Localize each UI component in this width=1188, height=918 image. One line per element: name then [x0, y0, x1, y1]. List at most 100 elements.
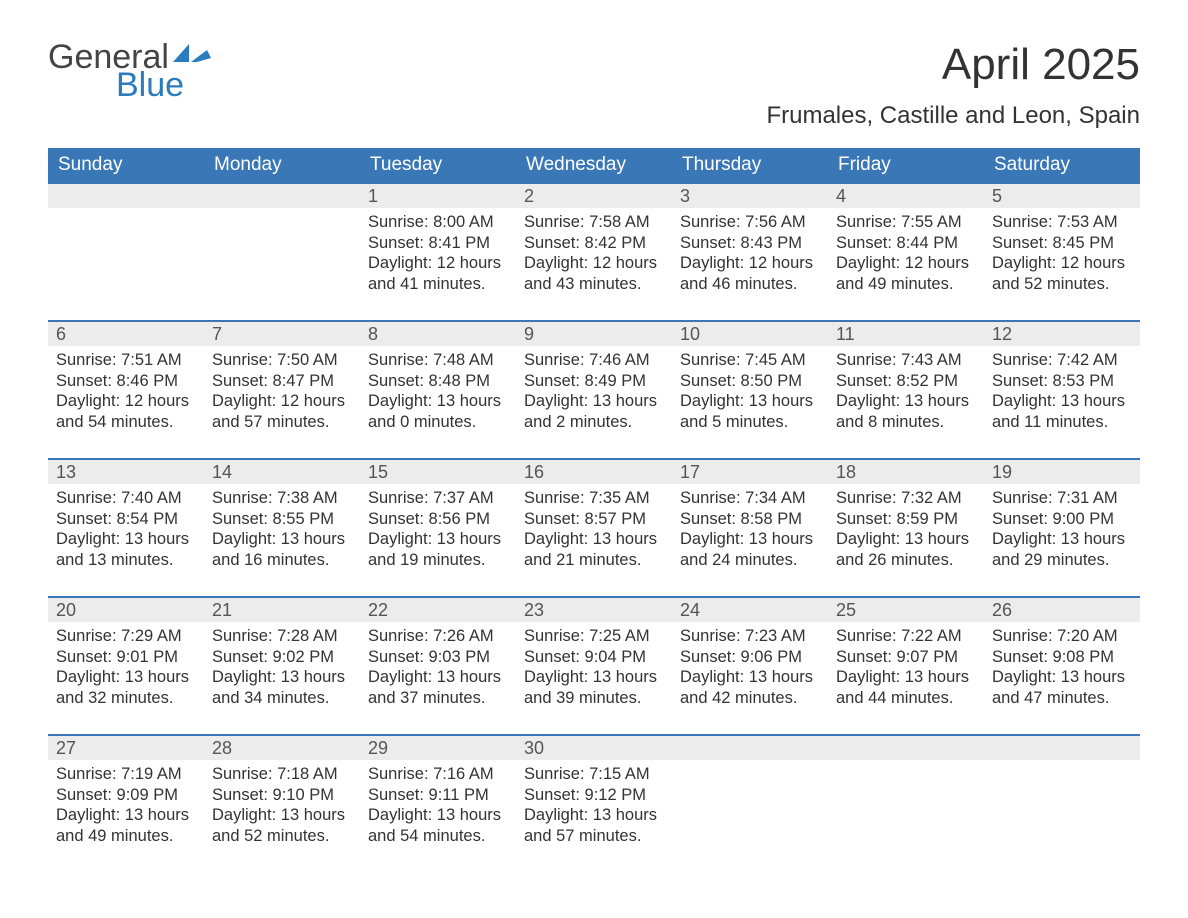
sunrise-line: Sunrise: 7:42 AM [992, 350, 1132, 371]
day-number-bar: 9 [516, 322, 672, 346]
sunrise-line: Sunrise: 7:26 AM [368, 626, 508, 647]
day-number-bar: 21 [204, 598, 360, 622]
sunset-line: Sunset: 9:12 PM [524, 785, 664, 806]
sunset-line: Sunset: 9:09 PM [56, 785, 196, 806]
sunrise-line: Sunrise: 7:55 AM [836, 212, 976, 233]
daylight-line: Daylight: 13 hours and 54 minutes. [368, 805, 508, 846]
calendar-page: General Blue April 2025 Frumales, Castil… [0, 0, 1188, 893]
sunrise-line: Sunrise: 7:23 AM [680, 626, 820, 647]
weekday-header: Friday [828, 148, 984, 183]
calendar-table: Sunday Monday Tuesday Wednesday Thursday… [48, 148, 1140, 873]
daylight-line: Daylight: 13 hours and 2 minutes. [524, 391, 664, 432]
sunset-line: Sunset: 9:07 PM [836, 647, 976, 668]
day-number-bar: 18 [828, 460, 984, 484]
calendar-row: 13Sunrise: 7:40 AMSunset: 8:54 PMDayligh… [48, 459, 1140, 597]
sunset-line: Sunset: 9:08 PM [992, 647, 1132, 668]
day-details: Sunrise: 7:31 AMSunset: 9:00 PMDaylight:… [984, 484, 1140, 577]
day-details: Sunrise: 7:38 AMSunset: 8:55 PMDaylight:… [204, 484, 360, 577]
day-details: Sunrise: 7:25 AMSunset: 9:04 PMDaylight:… [516, 622, 672, 715]
sunrise-line: Sunrise: 7:50 AM [212, 350, 352, 371]
sunrise-line: Sunrise: 7:45 AM [680, 350, 820, 371]
sunrise-line: Sunrise: 7:40 AM [56, 488, 196, 509]
calendar-row: 20Sunrise: 7:29 AMSunset: 9:01 PMDayligh… [48, 597, 1140, 735]
sunset-line: Sunset: 8:54 PM [56, 509, 196, 530]
day-details: Sunrise: 7:28 AMSunset: 9:02 PMDaylight:… [204, 622, 360, 715]
sunset-line: Sunset: 8:53 PM [992, 371, 1132, 392]
day-number-bar: 8 [360, 322, 516, 346]
day-details: Sunrise: 7:29 AMSunset: 9:01 PMDaylight:… [48, 622, 204, 715]
day-details: Sunrise: 7:23 AMSunset: 9:06 PMDaylight:… [672, 622, 828, 715]
sunset-line: Sunset: 9:11 PM [368, 785, 508, 806]
day-number-bar: 28 [204, 736, 360, 760]
daylight-line: Daylight: 12 hours and 49 minutes. [836, 253, 976, 294]
weekday-header: Wednesday [516, 148, 672, 183]
location-text: Frumales, Castille and Leon, Spain [766, 102, 1140, 130]
calendar-cell: 26Sunrise: 7:20 AMSunset: 9:08 PMDayligh… [984, 597, 1140, 735]
day-details: Sunrise: 7:55 AMSunset: 8:44 PMDaylight:… [828, 208, 984, 301]
day-details: Sunrise: 7:43 AMSunset: 8:52 PMDaylight:… [828, 346, 984, 439]
calendar-cell: 13Sunrise: 7:40 AMSunset: 8:54 PMDayligh… [48, 459, 204, 597]
calendar-cell: 17Sunrise: 7:34 AMSunset: 8:58 PMDayligh… [672, 459, 828, 597]
sunrise-line: Sunrise: 7:58 AM [524, 212, 664, 233]
calendar-cell: 30Sunrise: 7:15 AMSunset: 9:12 PMDayligh… [516, 735, 672, 873]
calendar-cell: 15Sunrise: 7:37 AMSunset: 8:56 PMDayligh… [360, 459, 516, 597]
calendar-cell: 8Sunrise: 7:48 AMSunset: 8:48 PMDaylight… [360, 321, 516, 459]
daylight-line: Daylight: 13 hours and 8 minutes. [836, 391, 976, 432]
day-details: Sunrise: 7:37 AMSunset: 8:56 PMDaylight:… [360, 484, 516, 577]
calendar-cell: 2Sunrise: 7:58 AMSunset: 8:42 PMDaylight… [516, 183, 672, 321]
sunset-line: Sunset: 8:57 PM [524, 509, 664, 530]
daylight-line: Daylight: 13 hours and 21 minutes. [524, 529, 664, 570]
weekday-header: Thursday [672, 148, 828, 183]
daylight-line: Daylight: 12 hours and 57 minutes. [212, 391, 352, 432]
calendar-cell: 24Sunrise: 7:23 AMSunset: 9:06 PMDayligh… [672, 597, 828, 735]
daylight-line: Daylight: 13 hours and 29 minutes. [992, 529, 1132, 570]
day-details: Sunrise: 7:15 AMSunset: 9:12 PMDaylight:… [516, 760, 672, 853]
day-details: Sunrise: 7:35 AMSunset: 8:57 PMDaylight:… [516, 484, 672, 577]
daylight-line: Daylight: 13 hours and 39 minutes. [524, 667, 664, 708]
daylight-line: Daylight: 13 hours and 49 minutes. [56, 805, 196, 846]
sunrise-line: Sunrise: 7:25 AM [524, 626, 664, 647]
day-details: Sunrise: 7:40 AMSunset: 8:54 PMDaylight:… [48, 484, 204, 577]
calendar-cell: 10Sunrise: 7:45 AMSunset: 8:50 PMDayligh… [672, 321, 828, 459]
sunrise-line: Sunrise: 7:16 AM [368, 764, 508, 785]
calendar-cell: 16Sunrise: 7:35 AMSunset: 8:57 PMDayligh… [516, 459, 672, 597]
day-details: Sunrise: 7:58 AMSunset: 8:42 PMDaylight:… [516, 208, 672, 301]
day-number-bar: 22 [360, 598, 516, 622]
calendar-cell: 29Sunrise: 7:16 AMSunset: 9:11 PMDayligh… [360, 735, 516, 873]
daylight-line: Daylight: 13 hours and 32 minutes. [56, 667, 196, 708]
sunset-line: Sunset: 8:41 PM [368, 233, 508, 254]
daylight-line: Daylight: 13 hours and 16 minutes. [212, 529, 352, 570]
calendar-cell: 23Sunrise: 7:25 AMSunset: 9:04 PMDayligh… [516, 597, 672, 735]
day-number-bar: 10 [672, 322, 828, 346]
calendar-cell: 11Sunrise: 7:43 AMSunset: 8:52 PMDayligh… [828, 321, 984, 459]
day-details: Sunrise: 7:53 AMSunset: 8:45 PMDaylight:… [984, 208, 1140, 301]
daylight-line: Daylight: 13 hours and 24 minutes. [680, 529, 820, 570]
sunrise-line: Sunrise: 7:28 AM [212, 626, 352, 647]
calendar-cell: 12Sunrise: 7:42 AMSunset: 8:53 PMDayligh… [984, 321, 1140, 459]
day-number-bar: 5 [984, 184, 1140, 208]
header-row: General Blue April 2025 Frumales, Castil… [48, 40, 1140, 130]
day-number-bar: 20 [48, 598, 204, 622]
sunrise-line: Sunrise: 7:32 AM [836, 488, 976, 509]
weekday-header: Saturday [984, 148, 1140, 183]
calendar-cell: 9Sunrise: 7:46 AMSunset: 8:49 PMDaylight… [516, 321, 672, 459]
sunrise-line: Sunrise: 7:29 AM [56, 626, 196, 647]
day-number-bar: 1 [360, 184, 516, 208]
day-details: Sunrise: 7:16 AMSunset: 9:11 PMDaylight:… [360, 760, 516, 853]
calendar-cell: 25Sunrise: 7:22 AMSunset: 9:07 PMDayligh… [828, 597, 984, 735]
day-number-bar: 25 [828, 598, 984, 622]
logo: General Blue [48, 40, 213, 102]
calendar-cell: 22Sunrise: 7:26 AMSunset: 9:03 PMDayligh… [360, 597, 516, 735]
day-number-bar: 3 [672, 184, 828, 208]
sunrise-line: Sunrise: 7:18 AM [212, 764, 352, 785]
sunset-line: Sunset: 8:43 PM [680, 233, 820, 254]
day-number-bar: 16 [516, 460, 672, 484]
day-details: Sunrise: 8:00 AMSunset: 8:41 PMDaylight:… [360, 208, 516, 301]
sunset-line: Sunset: 8:58 PM [680, 509, 820, 530]
daylight-line: Daylight: 13 hours and 47 minutes. [992, 667, 1132, 708]
sunset-line: Sunset: 8:59 PM [836, 509, 976, 530]
day-number-bar [204, 184, 360, 208]
sunrise-line: Sunrise: 7:31 AM [992, 488, 1132, 509]
sunrise-line: Sunrise: 7:38 AM [212, 488, 352, 509]
day-details: Sunrise: 7:45 AMSunset: 8:50 PMDaylight:… [672, 346, 828, 439]
